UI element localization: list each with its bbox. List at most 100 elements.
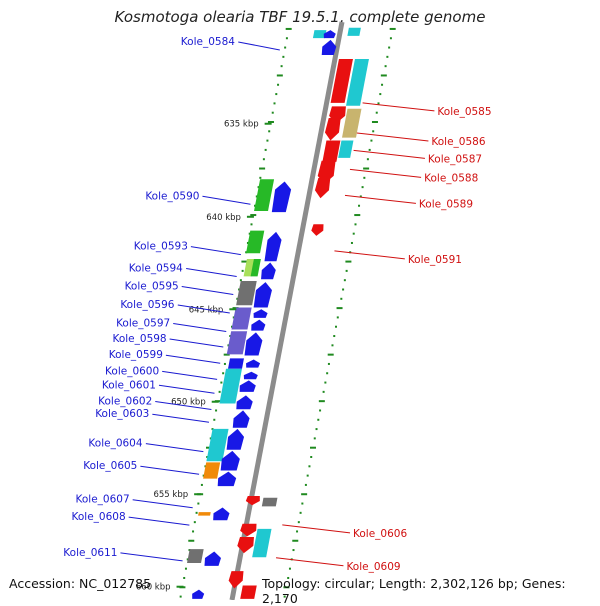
gene-feature	[314, 178, 331, 199]
gene-label-left: Kole_0601	[102, 379, 156, 391]
gene-features	[187, 27, 369, 599]
gene-feature	[321, 39, 337, 55]
gene-label-left: Kole_0598	[112, 333, 166, 345]
gene-feature	[226, 428, 245, 450]
leader-line	[169, 338, 224, 348]
leader-line	[353, 149, 425, 159]
gene-feature	[311, 224, 324, 236]
gene-feature	[253, 282, 272, 308]
gene-feature	[271, 181, 292, 213]
gene-feature	[244, 332, 263, 356]
gene-label-left: Kole_0607	[76, 494, 130, 506]
leader-line	[165, 354, 221, 364]
gene-label-left: Kole_0600	[105, 365, 159, 377]
gene-feature	[261, 497, 278, 507]
gene-feature	[231, 307, 252, 330]
genome-title: Kosmotoga olearia TBF 19.5.1, complete g…	[114, 8, 486, 26]
gene-feature	[219, 368, 242, 404]
gene-label-right: Kole_0588	[424, 172, 478, 184]
leader-line	[275, 557, 344, 567]
left-gene-labels: Kole_0584 Kole_0590 Kole_0593 Kole_0594 Kole…	[63, 36, 280, 562]
gene-label-right: Kole_0589	[419, 198, 473, 210]
leader-line	[202, 195, 251, 205]
gene-label-left: Kole_0584	[181, 36, 235, 48]
gene-label-right: Kole_0587	[428, 153, 482, 165]
leader-line	[362, 102, 435, 112]
gene-feature	[330, 58, 353, 103]
kbp-ticks: 635 kbp 640 kbp 645 kbp 650 kbp 655 kbp 660 k…	[136, 120, 272, 593]
gene-feature	[204, 551, 222, 566]
kbp-tick-label: 640 kbp	[206, 213, 241, 223]
leader-line	[158, 384, 215, 394]
gene-feature	[251, 319, 266, 331]
gene-feature	[245, 495, 260, 506]
gene-label-right: Kole_0585	[437, 106, 491, 118]
leader-line	[173, 322, 227, 332]
gene-feature	[203, 462, 221, 479]
gene-label-right: Kole_0591	[408, 254, 462, 266]
gene-feature	[220, 450, 240, 471]
gene-feature	[228, 358, 244, 369]
leader-line	[155, 400, 212, 410]
gene-label-left: Kole_0590	[145, 190, 199, 202]
gene-feature	[187, 549, 204, 564]
gene-feature	[232, 410, 250, 428]
gene-label-left: Kole_0595	[125, 280, 179, 292]
gene-feature	[322, 140, 341, 162]
gene-feature	[338, 140, 354, 158]
gene-feature	[253, 309, 268, 318]
kbp-tick-label: 660 kbp	[136, 583, 171, 593]
leader-line	[334, 250, 405, 260]
gene-label-left: Kole_0596	[120, 299, 174, 311]
kbp-tick-label: 650 kbp	[171, 398, 206, 408]
gene-feature	[252, 528, 272, 558]
leader-line	[177, 304, 230, 314]
gene-feature	[213, 507, 230, 521]
gene-feature	[198, 512, 211, 516]
kbp-tick-label: 635 kbp	[224, 120, 259, 130]
leader-line	[162, 370, 218, 380]
gene-feature	[312, 30, 327, 39]
gene-label-left: Kole_0608	[72, 511, 126, 523]
gene-feature	[264, 231, 282, 262]
leader-line	[120, 552, 183, 562]
gene-label-left: Kole_0602	[98, 395, 152, 407]
right-gene-labels: Kole_0585 Kole_0586 Kole_0587 Kole_0588 Kole…	[275, 102, 492, 573]
leader-line	[186, 268, 237, 278]
genome-summary-text: Topology: circular; Length: 2,302,126 bp…	[262, 576, 566, 606]
gene-feature	[323, 30, 336, 39]
gene-feature	[324, 117, 341, 141]
gene-feature	[246, 230, 265, 254]
ruler-ticks	[179, 27, 396, 598]
leader-line	[145, 443, 204, 453]
gene-feature	[226, 331, 248, 355]
gene-label-left: Kole_0603	[95, 408, 149, 420]
leader-line	[140, 465, 200, 475]
gene-feature	[236, 280, 257, 306]
gene-feature	[246, 359, 261, 368]
leader-line	[128, 516, 190, 526]
gene-feature	[254, 179, 275, 212]
gene-feature	[243, 371, 258, 380]
gene-label-right: Kole_0609	[346, 561, 400, 573]
leader-line	[356, 132, 429, 142]
gene-label-right: Kole_0606	[353, 528, 407, 540]
gene-feature	[346, 58, 369, 106]
gene-label-left: Kole_0611	[63, 547, 117, 559]
gene-label-left: Kole_0594	[129, 263, 183, 275]
gene-label-left: Kole_0604	[88, 438, 142, 450]
leader-line	[344, 194, 416, 204]
gene-feature	[192, 589, 205, 599]
gene-label-right: Kole_0586	[431, 136, 485, 148]
gene-label-left: Kole_0593	[134, 241, 188, 253]
gene-feature	[342, 108, 362, 138]
gene-feature	[236, 395, 253, 410]
gene-feature	[347, 27, 361, 36]
gene-feature	[240, 585, 257, 599]
leader-line	[349, 168, 422, 178]
leader-line	[181, 285, 234, 295]
kbp-tick-label: 645 kbp	[189, 305, 224, 315]
gene-feature	[239, 380, 256, 392]
gene-feature	[228, 571, 244, 589]
